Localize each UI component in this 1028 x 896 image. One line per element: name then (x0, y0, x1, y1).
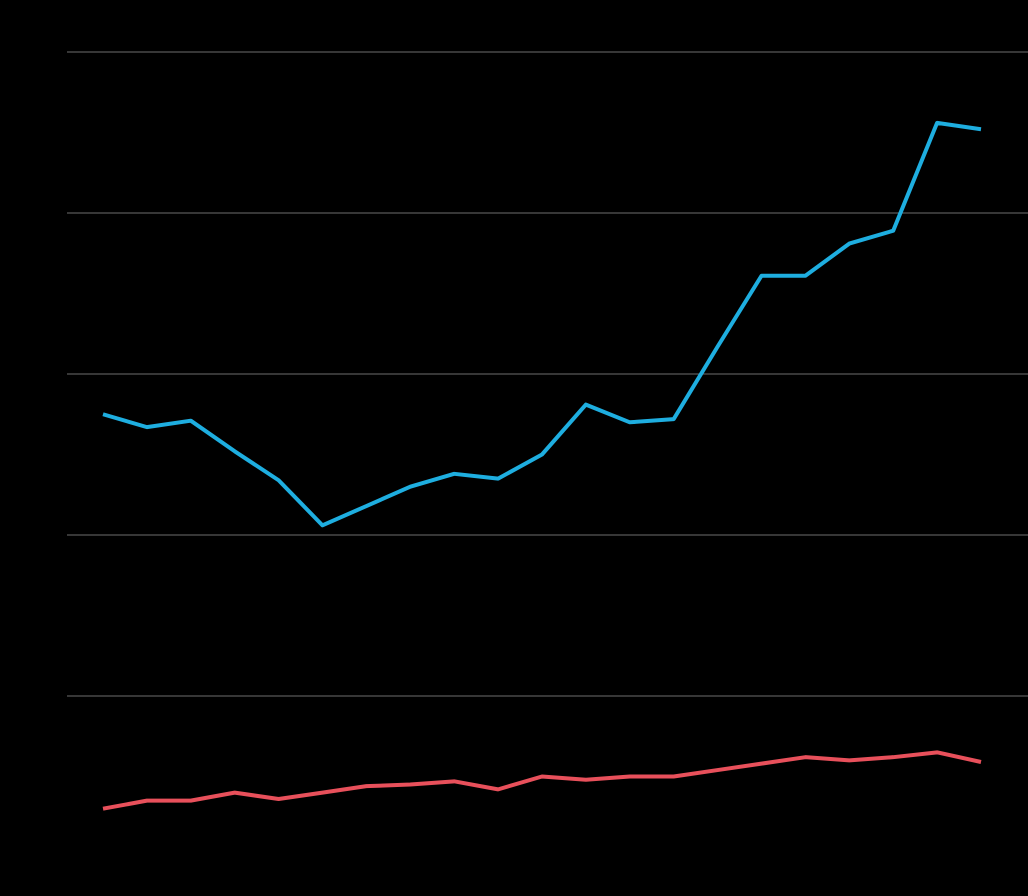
data-line (102, 750, 982, 811)
data-line (102, 120, 982, 528)
